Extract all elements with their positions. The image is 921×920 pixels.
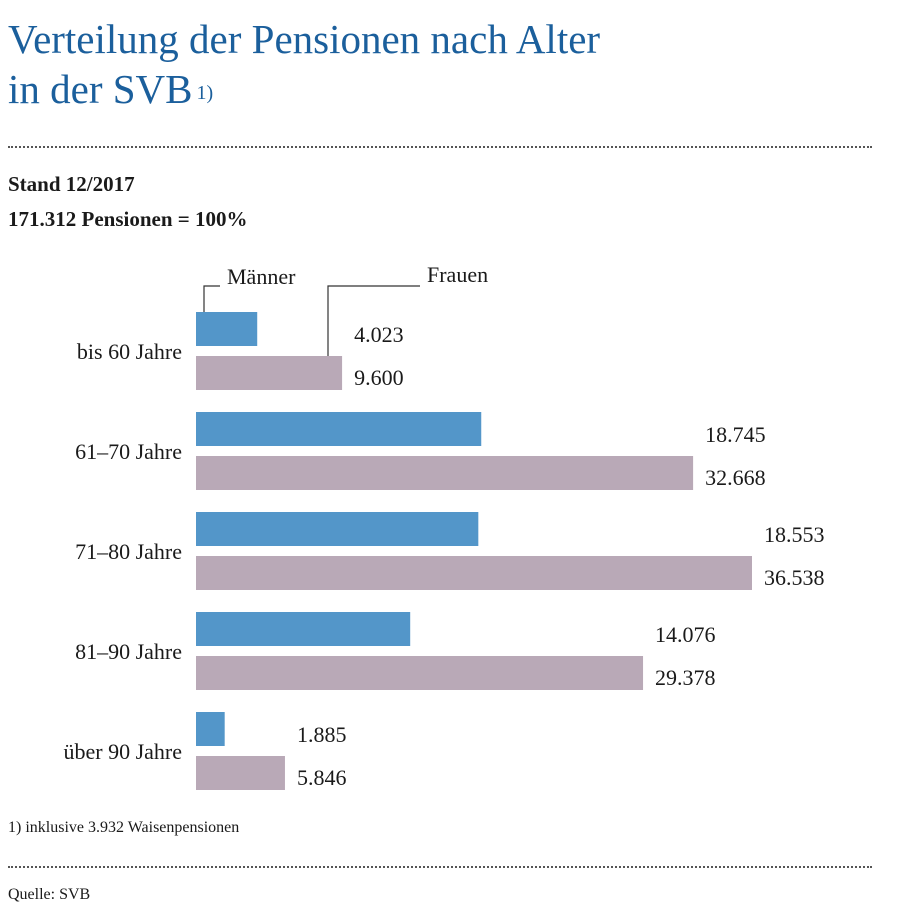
chart-title: Verteilung der Pensionen nach Alter in de… (8, 14, 600, 114)
category-label: 71–80 Jahre (75, 539, 182, 564)
category-label: 81–90 Jahre (75, 639, 182, 664)
subtitle-total: 171.312 Pensionen = 100% (8, 207, 248, 231)
bar-frauen (196, 556, 752, 590)
legend-leader-maenner (203, 285, 220, 312)
value-label-frauen: 32.668 (705, 465, 766, 490)
value-label-maenner: 1.885 (297, 722, 347, 747)
legend-frauen: Frauen (427, 262, 488, 287)
bar-frauen (196, 756, 285, 790)
value-label-frauen: 9.600 (354, 365, 404, 390)
bar-chart: bis 60 Jahre 4.023 9.600 61–70 Jahre 18.745 3… (63, 262, 825, 790)
bar-maenner (196, 312, 258, 346)
bar-frauen (196, 656, 644, 690)
value-label-frauen: 29.378 (655, 665, 716, 690)
bar-maenner (196, 612, 411, 646)
value-label-maenner: 18.553 (764, 522, 825, 547)
bar-maenner (196, 412, 482, 446)
category-label: über 90 Jahre (63, 739, 182, 764)
bar-maenner (196, 512, 479, 546)
title-line-1: Verteilung der Pensionen nach Alter (8, 16, 601, 62)
bar-frauen (196, 356, 343, 390)
legend-maenner: Männer (227, 264, 296, 289)
value-label-frauen: 5.846 (297, 765, 347, 790)
title-line-2: in der SVB (8, 66, 193, 112)
value-label-maenner: 14.076 (655, 622, 716, 647)
category-label: 61–70 Jahre (75, 439, 182, 464)
subtitle-stand: Stand 12/2017 (8, 172, 135, 196)
footnote: 1) inklusive 3.932 Waisenpensionen (8, 819, 240, 836)
value-label-maenner: 18.745 (705, 422, 766, 447)
divider-top (8, 146, 872, 148)
bar-maenner (196, 712, 225, 746)
title-footnote-mark: 1) (196, 82, 214, 104)
source: Quelle: SVB (8, 886, 91, 903)
bar-frauen (196, 456, 694, 490)
legend-leader-frauen (327, 285, 420, 356)
value-label-frauen: 36.538 (764, 565, 825, 590)
divider-bottom (8, 866, 872, 868)
category-label: bis 60 Jahre (77, 339, 182, 364)
value-label-maenner: 4.023 (354, 322, 404, 347)
